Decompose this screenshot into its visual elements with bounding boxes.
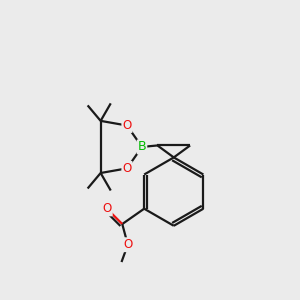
- Text: B: B: [138, 140, 146, 153]
- Text: O: O: [122, 119, 132, 132]
- Text: O: O: [122, 162, 132, 175]
- Text: O: O: [103, 202, 112, 215]
- Text: O: O: [123, 238, 132, 251]
